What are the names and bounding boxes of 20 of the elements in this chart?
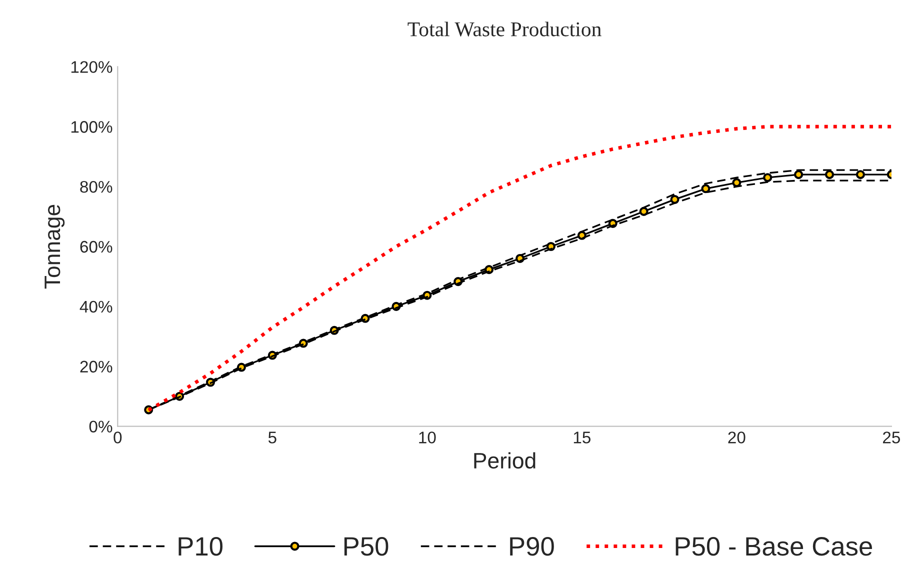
x-axis-title: Period <box>474 452 536 469</box>
x-tick-label: 25 <box>882 432 900 444</box>
y-tick-label: 60% <box>80 240 112 253</box>
x-tick-label: 20 <box>728 432 746 444</box>
y-tick-label: 100% <box>71 121 112 133</box>
y-tick-label: 40% <box>80 300 112 313</box>
x-tick-label: 15 <box>574 432 590 444</box>
x-tick-label: 0 <box>114 432 122 444</box>
legend-label: P50 - Base Case <box>676 537 872 556</box>
y-tick-label: 20% <box>80 360 112 373</box>
y-tick-label: 80% <box>80 180 112 193</box>
x-tick-label: 10 <box>419 432 436 444</box>
chart-title: Total Waste Production <box>408 22 602 36</box>
y-tick-label: 120% <box>71 61 112 73</box>
y-tick-label: 0% <box>89 420 112 433</box>
x-tick-label: 5 <box>268 432 276 444</box>
legend-label: P10 <box>178 537 222 556</box>
legend-label: P50 <box>344 537 388 556</box>
y-axis-title: Tonnage <box>44 204 65 289</box>
legend-label: P90 <box>510 537 554 556</box>
